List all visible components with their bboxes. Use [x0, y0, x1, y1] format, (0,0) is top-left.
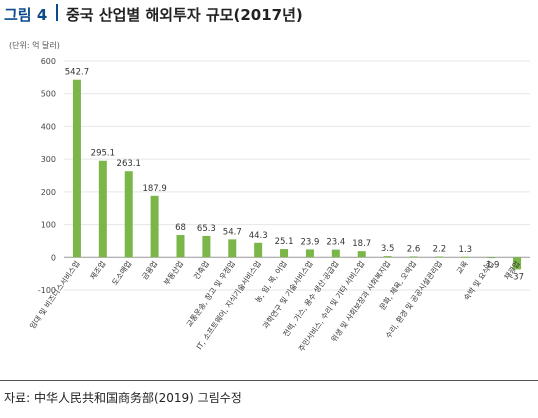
- y-tick-label: 300: [41, 155, 56, 164]
- data-label: 2.2: [433, 245, 447, 255]
- bar: [383, 256, 392, 258]
- bar: [72, 79, 81, 258]
- y-tick-label: -100: [38, 286, 56, 295]
- data-label: 187.9: [142, 184, 166, 194]
- bar: [357, 251, 366, 258]
- data-label: 1.3: [459, 245, 473, 255]
- data-label: 23.4: [326, 238, 345, 248]
- data-label: 44.3: [249, 231, 268, 241]
- bar: [150, 195, 159, 258]
- bar: [487, 257, 496, 259]
- bar-chart: -100 0 100 200 300 400 500 600 542.7 임대 및 비즈니스서비스…: [27, 57, 530, 353]
- category-label: 교통운송, 창고 및 우정업: [184, 259, 237, 329]
- category-label: 건축업: [191, 259, 211, 282]
- figure-number: 그림 4: [4, 6, 48, 24]
- category-label: 도소매업: [110, 259, 133, 287]
- bar: [124, 171, 133, 258]
- bar: [280, 249, 289, 258]
- figure-title: 중국 산업별 해외투자 규모(2017년): [66, 6, 303, 24]
- data-label: 18.7: [352, 239, 371, 249]
- category-label: 부동산업: [161, 259, 185, 287]
- category-label: 과학연구 및 기술서비스업: [260, 259, 314, 331]
- data-label: 65.3: [197, 224, 216, 234]
- y-tick-label: 100: [41, 221, 56, 230]
- y-tick-label: 200: [41, 188, 56, 197]
- bar: [254, 242, 263, 258]
- source-note: 자료: 中华人民共和国商务部(2019) 그림수정: [4, 391, 242, 405]
- bar: [202, 235, 211, 258]
- data-label: 295.1: [91, 149, 115, 159]
- bar: [331, 249, 340, 258]
- data-label: 542.7: [65, 68, 89, 78]
- data-label: 23.9: [300, 237, 319, 247]
- category-label: 교육: [455, 259, 470, 276]
- category-label: 임대 및 비즈니스서비스업: [27, 259, 81, 331]
- source-divider: [0, 380, 538, 381]
- bar: [461, 256, 470, 258]
- bar: [409, 256, 418, 258]
- data-label: -1.9: [483, 260, 500, 270]
- data-label: 68: [175, 223, 186, 233]
- data-label: 25.1: [275, 237, 294, 247]
- bar: [176, 235, 185, 258]
- title-divider: [56, 4, 58, 21]
- figure-header: 그림 4 중국 산업별 해외투자 규모(2017년): [0, 0, 538, 30]
- bar: [435, 256, 444, 258]
- bar: [228, 239, 237, 258]
- data-label: 54.7: [223, 227, 242, 237]
- bar: [305, 249, 314, 258]
- data-label: 263.1: [117, 159, 141, 169]
- bar: [513, 257, 522, 270]
- category-label: 제조업: [88, 259, 107, 281]
- y-tick-label: 500: [41, 90, 56, 99]
- data-label: -37: [510, 272, 524, 282]
- y-tick-label: 600: [41, 57, 56, 66]
- category-label: 금융업: [140, 259, 159, 281]
- bar: [98, 160, 107, 258]
- y-tick-label: 0: [51, 253, 56, 262]
- data-label: 3.5: [381, 244, 395, 254]
- data-label: 2.6: [407, 244, 421, 254]
- unit-note: (단위: 억 달러): [9, 41, 60, 50]
- y-tick-label: 400: [41, 122, 56, 131]
